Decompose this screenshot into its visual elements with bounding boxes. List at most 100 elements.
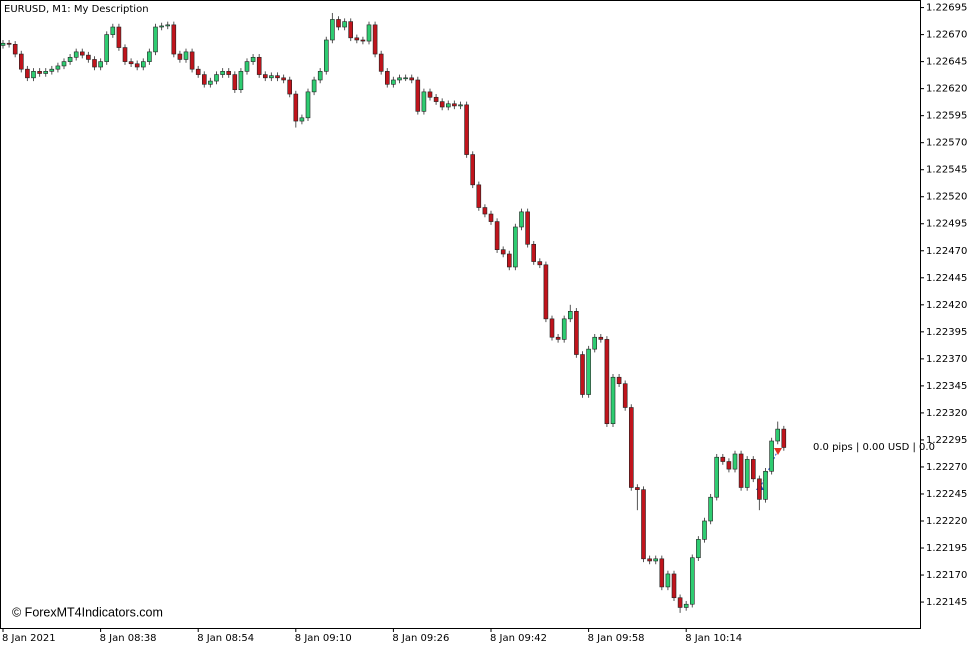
candle-body (476, 184, 482, 208)
y-tick-label: 1.22145 (926, 597, 967, 608)
y-tick-label: 1.22245 (926, 489, 967, 500)
candle-body (342, 21, 347, 28)
candle-body (378, 53, 384, 72)
candle-body (269, 75, 274, 79)
candle-body (244, 61, 250, 72)
candle-body (561, 318, 567, 340)
y-tick-label: 1.22520 (926, 192, 967, 203)
candle-body (287, 79, 293, 95)
y-tick-label: 1.22470 (926, 246, 967, 257)
candle-body (317, 71, 323, 81)
candle-body (366, 24, 372, 42)
candle-body (330, 19, 335, 41)
y-tick-label: 1.22395 (926, 327, 967, 338)
candle-body (732, 453, 738, 470)
candle-body (628, 407, 634, 488)
candle-body (275, 75, 280, 79)
candle-body (391, 79, 396, 85)
y-tick-label: 1.22270 (926, 462, 967, 473)
candle-body (250, 56, 256, 62)
x-tick-label: 8 Jan 10:14 (685, 633, 742, 644)
candle-body (92, 59, 97, 68)
candle-body (506, 253, 512, 268)
candle-body (708, 496, 713, 522)
candle-body (720, 456, 726, 462)
candle-body (738, 453, 744, 488)
candle-body (134, 63, 140, 68)
candle-body (256, 56, 262, 75)
y-tick-label: 1.22320 (926, 408, 967, 419)
candle-body (159, 25, 164, 28)
candle-body (147, 51, 152, 62)
candle-body (567, 310, 573, 320)
candle-body (165, 24, 170, 27)
candle-body (677, 597, 683, 608)
candle-body (104, 34, 109, 62)
candle-body (586, 348, 591, 395)
candle-body (549, 318, 555, 338)
candle-body (384, 71, 390, 85)
candle-body (323, 39, 329, 72)
candle-body (744, 459, 750, 488)
candle-body (604, 339, 610, 425)
candle-body (525, 211, 530, 245)
candle-body (458, 104, 463, 107)
candle-body (153, 26, 158, 53)
candle-body (452, 103, 457, 107)
y-tick-label: 1.22620 (926, 84, 967, 95)
y-tick-label: 1.22670 (926, 30, 967, 41)
candle-body (293, 93, 299, 122)
candle-body (445, 103, 451, 108)
candle-body (305, 91, 311, 119)
candle-body (214, 74, 219, 82)
candle-body (714, 456, 720, 498)
candle-body (622, 383, 628, 408)
candle-body (494, 221, 500, 250)
candle-body (208, 80, 213, 85)
candle-body (262, 74, 268, 79)
candle-body (336, 19, 341, 28)
candle-body (6, 42, 12, 45)
candle-body (397, 77, 402, 81)
candle-body (439, 101, 445, 108)
candle-body (671, 573, 677, 599)
candle-body (683, 603, 689, 608)
candle-body (610, 376, 616, 425)
trade-annotation: 0.0 pips | 0.00 USD | 0.0 (813, 442, 935, 453)
candle-body (470, 154, 476, 186)
candle-body (616, 376, 622, 385)
candle-body (750, 459, 756, 480)
candle-body (202, 74, 207, 85)
y-tick-label: 1.22220 (926, 516, 967, 527)
y-tick-label: 1.22695 (926, 3, 967, 14)
candle-body (421, 91, 427, 112)
candle-body (49, 68, 55, 72)
candle-body (757, 478, 762, 500)
y-tick-label: 1.22420 (926, 300, 967, 311)
candle-body (433, 96, 439, 102)
candle-body (482, 207, 488, 215)
candle-body (116, 26, 122, 48)
candle-body (86, 54, 91, 60)
candle-body (665, 573, 671, 588)
candle-body (25, 68, 30, 79)
sell-arrow (774, 448, 782, 455)
candle-body (415, 79, 421, 112)
candle-body (702, 520, 707, 540)
candle-body (537, 261, 543, 266)
y-tick-label: 1.22370 (926, 354, 967, 365)
candle-body (18, 53, 24, 70)
candle-body (689, 557, 695, 605)
candle-body (299, 117, 305, 122)
candle-body (31, 71, 36, 79)
candle-body (37, 71, 42, 74)
candle-body (372, 24, 378, 55)
candle-body (653, 558, 659, 562)
y-tick-label: 1.22445 (926, 273, 967, 284)
candle-body (73, 51, 79, 58)
y-tick-label: 1.22545 (926, 165, 967, 176)
y-tick-label: 1.22195 (926, 543, 967, 554)
y-tick-label: 1.22495 (926, 219, 967, 230)
trade-line (759, 449, 779, 489)
candle-body (641, 489, 646, 560)
